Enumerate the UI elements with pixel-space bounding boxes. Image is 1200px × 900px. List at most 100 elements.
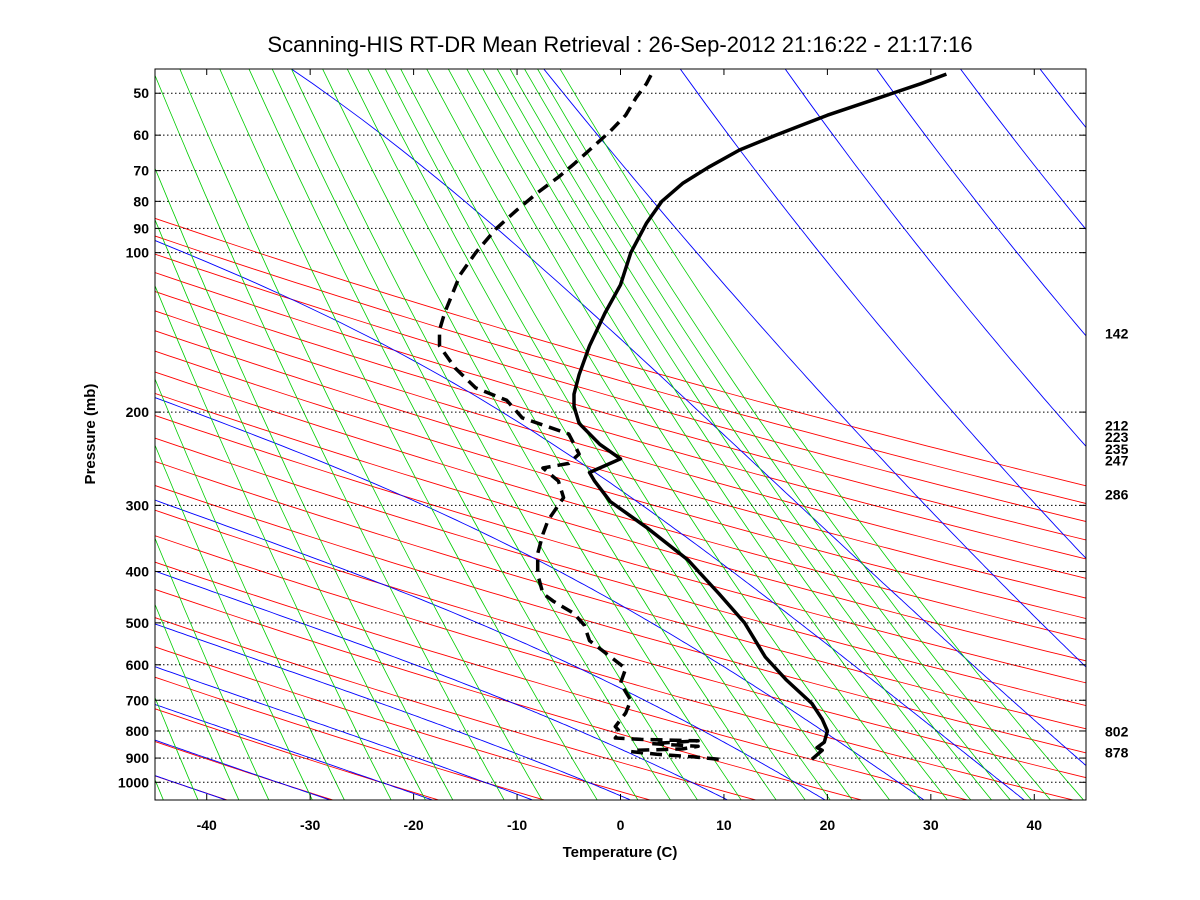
- x-tick-label: -20: [403, 817, 423, 833]
- mixing-ratio-line: [524, 69, 1032, 800]
- dry-adiabat-line: [155, 291, 1086, 560]
- dry-adiabat-line: [155, 272, 1086, 541]
- x-tick-label: -30: [300, 817, 320, 833]
- dry-adiabat-line: [155, 509, 1086, 779]
- y-tick-label: 60: [133, 127, 149, 143]
- profiles-group: [437, 72, 948, 762]
- mixing-ratio-line: [496, 69, 993, 800]
- mixing-ratio-line: [447, 69, 922, 800]
- dry-adiabat-line: [155, 437, 1086, 707]
- y-tick-label: 700: [126, 692, 150, 708]
- mixing-ratio-line: [219, 69, 598, 800]
- right-annotation-label: 286: [1105, 486, 1129, 502]
- dry-adiabat-line: [155, 588, 864, 800]
- chart-title: Scanning-HIS RT-DR Mean Retrieval : 26-S…: [267, 32, 972, 57]
- x-tick-label: -10: [507, 817, 527, 833]
- moist-adiabat-line: [543, 69, 1086, 668]
- mixing-ratio-group: [155, 69, 1085, 800]
- moist-adiabat-line: [155, 570, 729, 800]
- y-axis-label: Pressure (mb): [82, 384, 99, 485]
- mixing-ratio-line: [155, 537, 270, 800]
- mixing-ratio-line: [482, 69, 972, 800]
- y-tick-label: 300: [126, 497, 150, 513]
- right-annotation-label: 142: [1105, 325, 1129, 341]
- moist-adiabat-line: [155, 739, 332, 800]
- mixing-ratio-line: [155, 444, 313, 800]
- mixing-ratio-line: [367, 69, 806, 800]
- moist-adiabat-line: [155, 499, 826, 800]
- y-tick-label: 90: [133, 220, 149, 236]
- x-axis-ticks: -40 -30 -20 -10 0 10 20 30 40: [197, 69, 1042, 833]
- mixing-ratio-line: [346, 69, 777, 800]
- mixing-ratio-line: [155, 167, 454, 800]
- mixing-ratio-line: [248, 69, 639, 800]
- y-tick-label: 1000: [118, 774, 149, 790]
- right-annotation-label: 212: [1105, 418, 1129, 434]
- mixing-ratio-line: [559, 69, 1085, 800]
- mixing-ratio-line: [400, 69, 853, 800]
- right-annotation-label: 247: [1105, 453, 1129, 469]
- temperature-profile-line: [572, 72, 948, 761]
- y-tick-label: 100: [126, 245, 150, 261]
- mixing-ratio-line: [155, 603, 240, 800]
- plot-area: [155, 69, 1086, 800]
- y-tick-label: 500: [126, 615, 150, 631]
- mixing-ratio-line: [322, 69, 742, 800]
- dry-adiabat-line: [155, 235, 1086, 504]
- moist-adiabat-line: [155, 397, 925, 800]
- y-tick-label: 400: [126, 564, 150, 580]
- right-annotation-label: 878: [1105, 744, 1129, 760]
- dewpoint-profile-line: [437, 73, 719, 762]
- moist-adiabats-group: [155, 69, 1086, 800]
- mixing-ratio-line: [291, 69, 698, 800]
- dry-adiabats-group: [155, 217, 1086, 800]
- x-tick-label: 30: [923, 817, 939, 833]
- y-tick-label: 600: [126, 657, 150, 673]
- dry-adiabat-line: [155, 253, 1086, 522]
- moist-adiabat-line: [155, 240, 1025, 800]
- mixing-ratio-line: [271, 69, 671, 800]
- y-axis-ticks: 50 60 70 80 90 100 200 300 400 500 600 700 800 900 100…: [118, 85, 1086, 790]
- mixing-ratio-line: [466, 69, 948, 800]
- mixing-ratio-line: [426, 69, 891, 800]
- moist-adiabat-line: [290, 69, 1086, 767]
- y-tick-label: 70: [133, 163, 149, 179]
- x-axis-label: Temperature (C): [563, 844, 678, 861]
- dry-adiabat-line: [155, 617, 758, 800]
- dry-adiabat-line: [155, 310, 1086, 579]
- dry-adiabat-line: [155, 217, 1086, 487]
- dry-adiabat-line: [155, 535, 1076, 800]
- dry-adiabat-line: [155, 371, 1086, 640]
- mixing-ratio-line: [537, 69, 1051, 800]
- mixing-ratio-line: [155, 378, 345, 800]
- moist-adiabat-line: [784, 69, 1086, 447]
- right-annotation-label: 802: [1105, 724, 1129, 740]
- y-tick-label: 200: [126, 404, 150, 420]
- y-tick-label: 80: [133, 193, 149, 209]
- mixing-ratio-line: [155, 74, 505, 800]
- dry-adiabat-line: [155, 561, 970, 800]
- mixing-ratio-line: [509, 69, 1011, 800]
- right-annotation-label: 235: [1105, 441, 1129, 457]
- dry-adiabat-line: [155, 484, 1086, 754]
- y-tick-label: 900: [126, 750, 150, 766]
- x-tick-label: 10: [716, 817, 732, 833]
- mixing-ratio-line: [179, 69, 543, 800]
- x-tick-label: 0: [617, 817, 625, 833]
- right-annotation-label: 223: [1105, 429, 1129, 445]
- dry-adiabat-line: [155, 415, 1086, 684]
- moist-adiabat-line: [679, 69, 1086, 559]
- dry-adiabat-line: [155, 460, 1086, 730]
- y-tick-label: 800: [126, 723, 150, 739]
- dry-adiabat-line: [155, 646, 652, 800]
- x-tick-label: 40: [1026, 817, 1042, 833]
- x-tick-label: -40: [197, 817, 217, 833]
- dry-adiabat-line: [155, 392, 1086, 662]
- moist-adiabat-line: [155, 666, 534, 800]
- y-tick-label: 50: [133, 85, 149, 101]
- mixing-ratio-line: [155, 218, 426, 800]
- dry-adiabat-line: [155, 330, 1086, 599]
- moist-adiabat-line: [155, 704, 434, 800]
